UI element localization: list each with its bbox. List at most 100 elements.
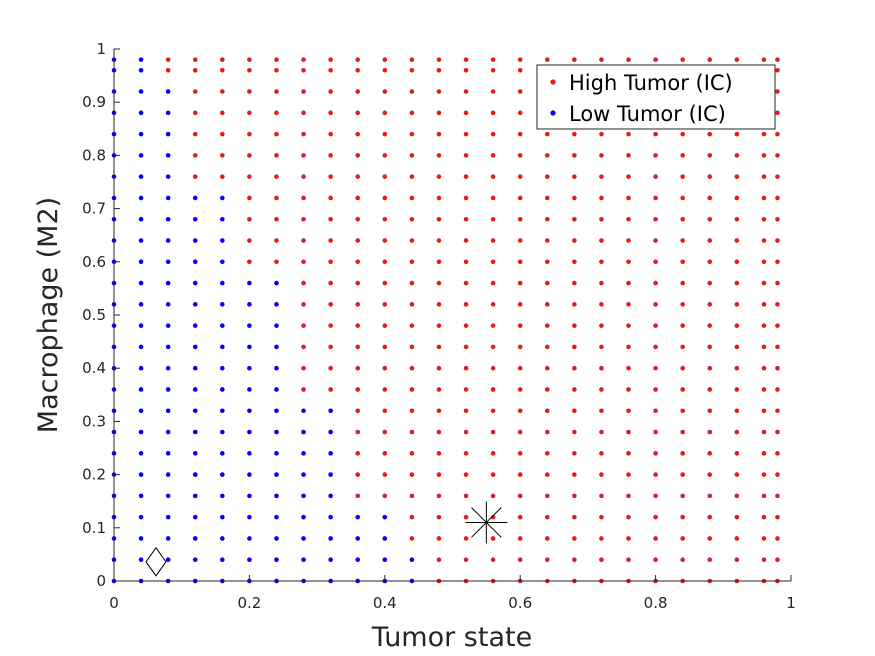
point-high-tumor — [572, 429, 577, 435]
point-high-tumor — [517, 557, 523, 563]
point-high-tumor — [436, 280, 442, 286]
annotations — [145, 501, 508, 577]
point-high-tumor — [409, 153, 415, 158]
point-low-tumor — [165, 238, 171, 243]
point-low-tumor — [274, 323, 279, 328]
y-tick-label: 0.1 — [82, 519, 106, 537]
point-high-tumor — [572, 174, 577, 179]
point-high-tumor — [775, 238, 780, 243]
point-high-tumor — [409, 238, 415, 243]
point-high-tumor — [653, 153, 658, 158]
point-high-tumor — [490, 89, 496, 94]
point-high-tumor — [761, 344, 767, 350]
point-high-tumor — [192, 153, 198, 158]
point-high-tumor — [761, 387, 767, 392]
point-high-tumor — [572, 451, 577, 456]
point-high-tumor — [734, 557, 740, 563]
point-high-tumor — [247, 195, 252, 201]
point-low-tumor — [165, 216, 171, 222]
point-high-tumor — [734, 259, 740, 265]
point-high-tumor — [761, 174, 767, 179]
point-high-tumor — [544, 451, 550, 456]
point-low-tumor — [274, 451, 279, 456]
point-low-tumor — [220, 216, 225, 222]
point-high-tumor — [572, 216, 577, 222]
point-high-tumor — [463, 302, 469, 307]
point-high-tumor — [517, 280, 523, 286]
point-low-tumor — [301, 472, 306, 477]
y-tick-label: 0.7 — [82, 200, 106, 218]
point-high-tumor — [274, 67, 279, 73]
y-tick-label: 0.5 — [82, 306, 106, 324]
point-high-tumor — [436, 195, 442, 201]
x-tick-label: 0.6 — [508, 594, 532, 612]
point-high-tumor — [734, 153, 740, 158]
point-high-tumor — [301, 110, 306, 116]
point-high-tumor — [409, 216, 415, 222]
point-low-tumor — [328, 557, 333, 563]
point-low-tumor — [192, 238, 198, 243]
point-high-tumor — [274, 57, 279, 62]
point-high-tumor — [734, 323, 740, 328]
point-high-tumor — [775, 493, 780, 499]
point-high-tumor — [409, 280, 415, 286]
point-low-tumor — [220, 323, 225, 328]
point-high-tumor — [707, 131, 713, 137]
point-high-tumor — [382, 280, 388, 286]
point-high-tumor — [409, 536, 415, 541]
y-tick-label: 0.8 — [82, 146, 106, 164]
point-high-tumor — [301, 195, 306, 201]
point-high-tumor — [734, 280, 740, 286]
point-high-tumor — [599, 429, 604, 435]
point-high-tumor — [544, 514, 550, 520]
point-high-tumor — [653, 429, 658, 435]
point-low-tumor — [165, 131, 171, 137]
point-low-tumor — [165, 408, 171, 414]
point-high-tumor — [626, 174, 631, 179]
point-high-tumor — [653, 57, 658, 62]
point-high-tumor — [653, 302, 658, 307]
point-low-tumor — [192, 514, 198, 520]
point-low-tumor — [328, 472, 333, 477]
point-high-tumor — [572, 387, 577, 392]
point-low-tumor — [301, 408, 306, 414]
y-tick-label: 1 — [96, 40, 106, 58]
point-high-tumor — [192, 89, 198, 94]
plot-area — [114, 49, 791, 581]
point-high-tumor — [599, 536, 604, 541]
point-high-tumor — [544, 557, 550, 563]
point-low-tumor — [192, 195, 198, 201]
point-high-tumor — [626, 259, 631, 265]
point-high-tumor — [734, 408, 740, 414]
point-high-tumor — [761, 153, 767, 158]
point-high-tumor — [572, 557, 577, 563]
legend-marker-low-tumor — [550, 110, 556, 116]
point-low-tumor — [274, 514, 279, 520]
point-low-tumor — [192, 302, 198, 307]
point-high-tumor — [761, 216, 767, 222]
point-high-tumor — [599, 493, 604, 499]
point-low-tumor — [138, 408, 144, 414]
point-high-tumor — [355, 67, 361, 73]
point-high-tumor — [599, 259, 604, 265]
point-high-tumor — [274, 174, 279, 179]
point-high-tumor — [626, 238, 631, 243]
point-high-tumor — [775, 514, 780, 520]
point-high-tumor — [775, 195, 780, 201]
point-low-tumor — [220, 259, 225, 265]
point-high-tumor — [707, 259, 713, 265]
point-high-tumor — [626, 493, 631, 499]
point-high-tumor — [626, 280, 631, 286]
point-high-tumor — [463, 216, 469, 222]
point-high-tumor — [544, 259, 550, 265]
point-high-tumor — [653, 238, 658, 243]
point-low-tumor — [247, 387, 252, 392]
point-high-tumor — [463, 131, 469, 137]
point-high-tumor — [382, 302, 388, 307]
point-high-tumor — [707, 451, 713, 456]
x-tick-label: 0.4 — [373, 594, 397, 612]
point-high-tumor — [301, 259, 306, 265]
point-low-tumor — [165, 259, 171, 265]
point-high-tumor — [626, 323, 631, 328]
point-high-tumor — [382, 323, 388, 328]
